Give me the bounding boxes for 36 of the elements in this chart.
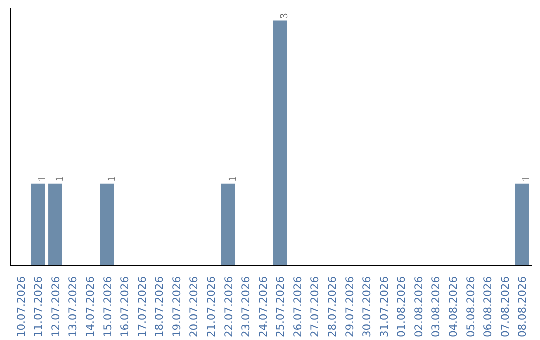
x-tick-label: 12.07.2026 (49, 276, 62, 338)
x-tick-label: 20.07.2026 (188, 276, 201, 338)
x-tick-label: 11.07.2026 (32, 276, 46, 338)
x-tick-label: 25.07.2026 (274, 276, 288, 338)
data-label: 1 (54, 176, 66, 182)
data-label: 3 (280, 13, 291, 19)
data-label: 1 (106, 176, 118, 182)
x-tick-label: 21.07.2026 (205, 276, 218, 338)
data-label: 1 (38, 176, 49, 182)
x-tick-label: 19.07.2026 (170, 276, 184, 338)
x-tick-label: 30.07.2026 (360, 276, 374, 338)
x-tick-label: 28.07.2026 (326, 276, 339, 338)
x-tick-label: 17.07.2026 (136, 276, 149, 338)
x-tick-label: 07.08.2026 (498, 276, 512, 338)
x-tick-label: 03.08.2026 (430, 276, 443, 338)
x-tick-label: 05.08.2026 (464, 276, 478, 338)
x-tick-label: 23.07.2026 (240, 276, 253, 338)
x-tick-label: 13.07.2026 (66, 276, 80, 338)
x-tick-label: 31.07.2026 (378, 276, 391, 338)
data-label: 1 (228, 176, 239, 182)
x-tick-label: 06.08.2026 (482, 276, 495, 338)
data-label: 1 (522, 176, 533, 182)
x-tick-label: 22.07.2026 (222, 276, 236, 338)
x-tick-label: 01.08.2026 (395, 276, 408, 338)
x-tick-label: 04.08.2026 (446, 276, 460, 338)
x-tick-label: 15.07.2026 (101, 276, 114, 338)
x-tick-label: 18.07.2026 (153, 276, 166, 338)
x-tick-label: 02.08.2026 (412, 276, 426, 338)
x-tick-label: 10.07.2026 (14, 276, 28, 338)
x-tick-label: 24.07.2026 (256, 276, 270, 338)
x-tick-label: 29.07.2026 (343, 276, 356, 338)
x-tick-label: 16.07.2026 (118, 276, 132, 338)
x-tick-label: 26.07.2026 (291, 276, 304, 338)
x-tick-label: 27.07.2026 (308, 276, 322, 338)
x-tick-label: 14.07.2026 (84, 276, 98, 338)
x-tick-label: 08.08.2026 (516, 276, 530, 338)
